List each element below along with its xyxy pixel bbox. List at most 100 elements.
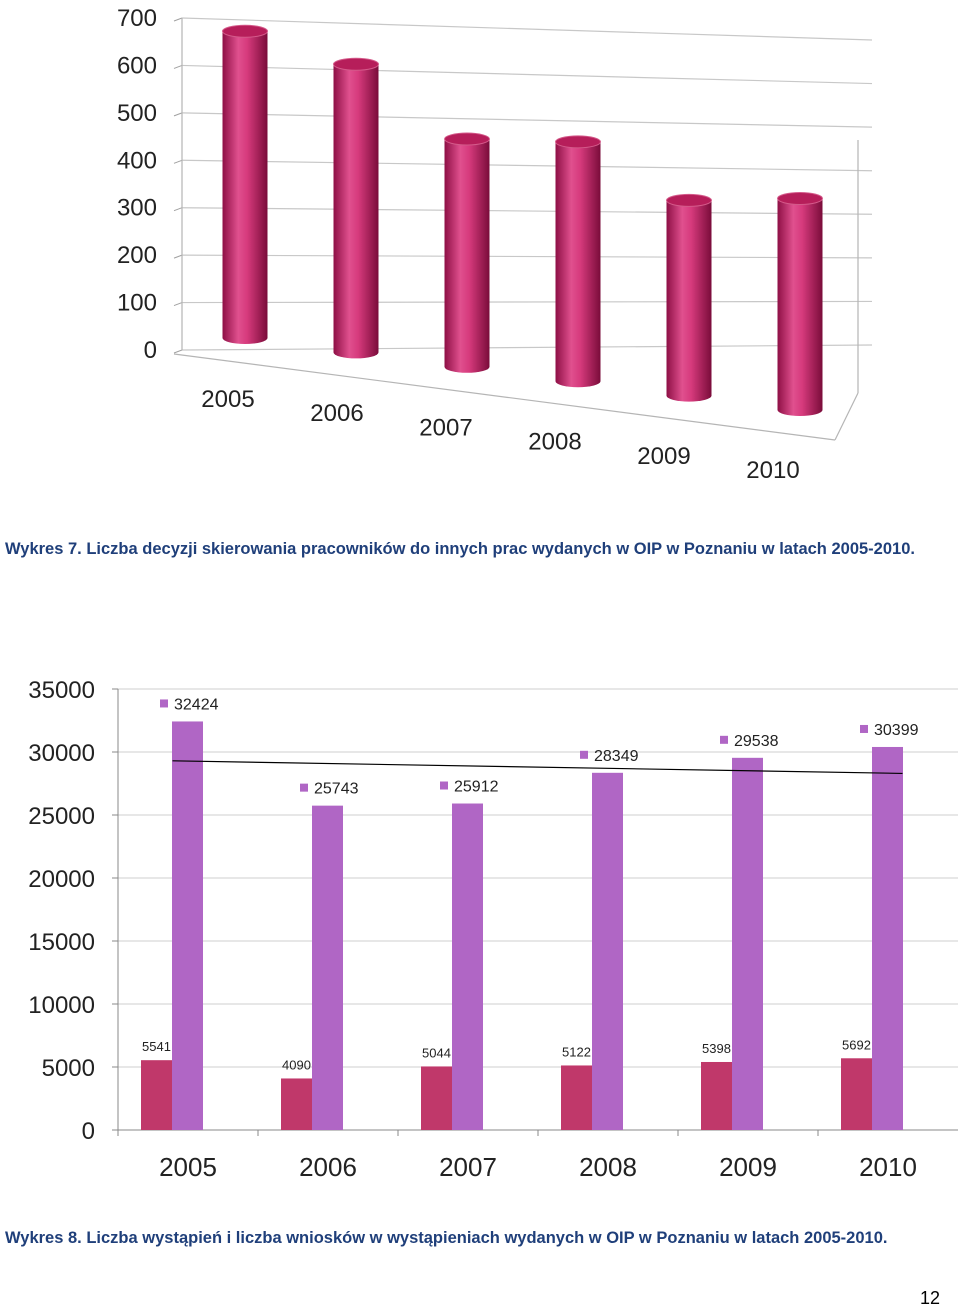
cylinder-top: [333, 57, 379, 71]
trendline-series2: [172, 760, 903, 775]
y-tick-label: 600: [117, 52, 157, 79]
page-number: 12: [919, 1288, 940, 1308]
x-tick-label: 2005: [201, 386, 254, 413]
grid-lines: [112, 688, 958, 1136]
gridline: [181, 112, 873, 128]
y-tick-label: 35000: [28, 677, 95, 704]
bar-series2-2008: [592, 772, 623, 1130]
trendline: [172, 760, 903, 775]
cylinder-top: [666, 193, 712, 207]
x-tick-label: 2006: [299, 1152, 357, 1182]
y-tick-label: 300: [117, 195, 157, 222]
y-tick-label: 25000: [28, 803, 95, 830]
chart-caption-7: Wykres 7. Liczba decyzji skierowania pra…: [5, 540, 915, 558]
y-tick-label: 700: [117, 5, 157, 32]
x-tick-labels: 2005 2006 2007 2008 2009 2010: [201, 386, 799, 484]
data-label: 5398: [702, 1041, 731, 1056]
bar-series2-2009: [732, 757, 763, 1130]
bar-2005: [222, 24, 268, 345]
floor-front-edge: [173, 353, 836, 441]
bar-series1-2006: [281, 1078, 312, 1130]
chart-caption-8: Wykres 8. Liczba wystąpień i liczba wnio…: [5, 1229, 888, 1247]
label-marker: [580, 750, 588, 759]
gridline: [181, 344, 873, 351]
x-tick-label: 2008: [528, 429, 581, 456]
bar-series1-2009: [701, 1061, 732, 1130]
y-tick-labels: 0 100 200 300 400 500 600 700: [117, 5, 157, 364]
label-marker: [300, 783, 308, 792]
y-tick: [173, 112, 183, 117]
data-label: 30399: [874, 722, 919, 739]
y-tick-label: 400: [117, 147, 157, 174]
grid-lines: [173, 17, 873, 441]
bars: [222, 24, 823, 416]
gridline: [181, 64, 873, 85]
x-tick-label: 2007: [419, 414, 472, 441]
gridline: [181, 254, 873, 259]
data-label: 29538: [734, 733, 779, 750]
y-tick: [173, 207, 183, 212]
label-marker: [860, 724, 868, 733]
y-tick-label: 10000: [28, 992, 95, 1019]
data-label: 28349: [594, 748, 639, 765]
x-tick-label: 2009: [719, 1152, 777, 1182]
y-tick: [173, 302, 183, 307]
cylinder-body: [555, 141, 601, 388]
label-marker: [440, 781, 448, 790]
y-tick-label: 30000: [28, 740, 95, 767]
floor-right-edge: [834, 392, 859, 441]
x-tick-label: 2009: [637, 443, 690, 470]
bar-series1-2008: [561, 1065, 592, 1130]
cylinder-body: [666, 200, 712, 402]
x-tick-label: 2007: [439, 1152, 497, 1182]
cylinder-top: [555, 135, 601, 149]
y-tick: [173, 17, 183, 22]
label-marker: [720, 735, 728, 744]
cylinder-top: [777, 192, 823, 206]
data-label: 5044: [422, 1045, 451, 1060]
bar-series1-2007: [421, 1066, 452, 1130]
label-marker: [160, 699, 168, 708]
y-tick: [173, 64, 183, 69]
bar-series2-2010: [872, 746, 903, 1130]
y-tick-label: 100: [117, 290, 157, 317]
x-tick-label: 2006: [310, 400, 363, 427]
cylinder-body: [222, 31, 268, 345]
data-label: 5692: [842, 1037, 871, 1052]
y-tick-labels: 0 5000 10000 15000 20000 25000 30000 35000: [28, 677, 95, 1145]
cylinder-body: [777, 198, 823, 416]
y-tick-label: 5000: [42, 1055, 95, 1082]
y-tick-label: 20000: [28, 866, 95, 893]
gridline: [181, 207, 873, 215]
x-tick-label: 2005: [159, 1152, 217, 1182]
x-tick-label: 2010: [859, 1152, 917, 1182]
y-tick-label: 200: [117, 242, 157, 269]
gridline: [181, 17, 873, 41]
gridline: [181, 300, 873, 304]
bars: [141, 721, 903, 1130]
bar-series2-2006: [312, 805, 343, 1130]
bar-2006: [333, 57, 379, 359]
data-label: 5541: [142, 1039, 171, 1054]
x-tick-label: 2008: [579, 1152, 637, 1182]
data-labels: 5541 32424 4090 25743 5044 25912 5122 28349 5398…: [142, 696, 919, 1072]
bar-series2-2005: [172, 721, 203, 1130]
y-tick-label: 0: [82, 1118, 95, 1145]
bar-2009: [666, 193, 712, 402]
y-tick-label: 0: [144, 337, 157, 364]
x-tick-label: 2010: [746, 457, 799, 484]
bar-2007: [444, 132, 490, 373]
cylinder-body: [444, 139, 490, 373]
y-tick-label: 15000: [28, 929, 95, 956]
x-tick-labels: 2005 2006 2007 2008 2009 2010: [159, 1152, 917, 1182]
cylinder-top: [444, 132, 490, 146]
y-tick-label: 500: [117, 100, 157, 127]
data-label: 5122: [562, 1044, 591, 1059]
y-tick: [173, 349, 183, 354]
bar-series1-2005: [141, 1060, 172, 1130]
data-label: 25912: [454, 779, 499, 796]
y-tick: [173, 254, 183, 259]
chart-interventions: 0 5000 10000 15000 20000 25000 30000 35000 5541…: [28, 677, 958, 1182]
data-label: 25743: [314, 781, 359, 798]
